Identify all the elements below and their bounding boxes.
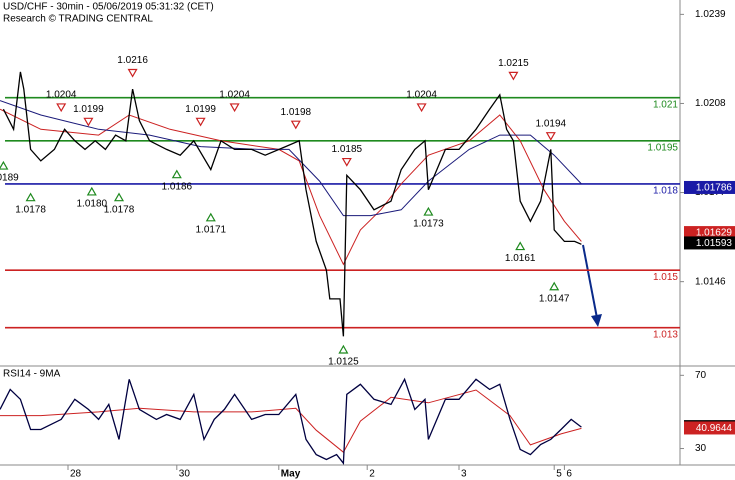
chart-subtitle: Research © TRADING CENTRAL bbox=[3, 14, 153, 25]
x-tick-label: 5 bbox=[556, 469, 562, 480]
forecast-arrow bbox=[582, 244, 598, 319]
marker-label: 1.0199 bbox=[73, 104, 104, 115]
low-marker bbox=[0, 160, 9, 170]
marker-label: 1.0161 bbox=[505, 253, 536, 264]
low-marker bbox=[113, 192, 125, 202]
price-line bbox=[0, 377, 582, 465]
marker-label: 1.0204 bbox=[219, 90, 250, 101]
marker-label: 1.0125 bbox=[328, 357, 359, 368]
x-tick-label: 2 bbox=[369, 469, 375, 480]
marker-label: 1.0215 bbox=[498, 58, 529, 69]
high-marker bbox=[83, 117, 94, 127]
price-badge bbox=[684, 236, 735, 250]
marker-label: 1.0186 bbox=[162, 181, 193, 192]
y-tick-label: 1.0208 bbox=[695, 98, 726, 109]
marker-label: 1.0198 bbox=[281, 107, 312, 118]
low-marker bbox=[205, 212, 216, 222]
y-tick-label: 1.0239 bbox=[695, 9, 726, 20]
price-badge-label: 1.01786 bbox=[696, 183, 733, 194]
high-marker bbox=[127, 68, 138, 78]
high-marker bbox=[290, 120, 301, 130]
marker-label: 1.0204 bbox=[46, 90, 77, 101]
high-marker bbox=[229, 103, 240, 113]
high-marker bbox=[56, 103, 67, 113]
low-marker bbox=[338, 344, 349, 354]
y-tick-label: 1.0146 bbox=[695, 276, 726, 287]
level-label: 1.021 bbox=[653, 99, 678, 110]
marker-label: 1.0173 bbox=[413, 219, 444, 230]
chart-title: USD/CHF - 30min - 05/06/2019 05:31:32 (C… bbox=[3, 2, 214, 13]
price-badge-label: 1.01629 bbox=[696, 228, 733, 239]
rsi-title: RSI14 - 9MA bbox=[3, 369, 61, 380]
low-marker bbox=[25, 192, 36, 202]
high-marker bbox=[416, 103, 427, 113]
low-marker bbox=[171, 169, 182, 179]
price-line bbox=[2, 71, 582, 337]
high-marker bbox=[545, 132, 556, 141]
marker-label: 1.0147 bbox=[539, 293, 570, 304]
high-marker bbox=[341, 157, 352, 167]
marker-label: 1.0178 bbox=[104, 204, 135, 215]
marker-label: 1.0216 bbox=[117, 55, 148, 66]
marker-label: 1.0204 bbox=[406, 90, 437, 101]
marker-label: 1.0178 bbox=[15, 204, 46, 215]
high-marker bbox=[508, 71, 519, 81]
level-label: 1.015 bbox=[653, 272, 678, 283]
high-marker bbox=[195, 117, 206, 127]
price-badge bbox=[684, 180, 735, 194]
price-badge-label: 40.9644 bbox=[696, 423, 733, 434]
marker-label: 1.0185 bbox=[332, 144, 363, 155]
price-badge-label: 1.01593 bbox=[696, 238, 733, 249]
forecast-arrowhead bbox=[591, 314, 602, 327]
marker-label: 1.0194 bbox=[536, 118, 567, 129]
marker-label: 1.0171 bbox=[196, 224, 227, 235]
price-badge bbox=[684, 226, 735, 240]
low-marker bbox=[423, 206, 434, 216]
marker-label: 1.0180 bbox=[77, 199, 108, 210]
x-tick-label: 3 bbox=[461, 469, 467, 480]
x-tick-label: 30 bbox=[179, 469, 191, 480]
y-tick-label: 30 bbox=[695, 443, 707, 454]
low-marker bbox=[515, 241, 526, 251]
level-label: 1.013 bbox=[653, 329, 678, 340]
moving-average bbox=[0, 108, 582, 266]
level-label: 1.0195 bbox=[647, 142, 678, 153]
x-tick-label: May bbox=[281, 469, 301, 480]
y-tick-label: 70 bbox=[695, 370, 707, 381]
low-marker bbox=[86, 186, 97, 196]
level-label: 1.018 bbox=[653, 186, 678, 197]
x-tick-label: 28 bbox=[70, 469, 82, 480]
low-marker bbox=[549, 281, 560, 291]
price-badge bbox=[684, 421, 735, 435]
x-tick-label: 6 bbox=[566, 469, 572, 480]
marker-label: 1.0199 bbox=[185, 104, 216, 115]
marker-label: 1.0189 bbox=[0, 173, 19, 184]
